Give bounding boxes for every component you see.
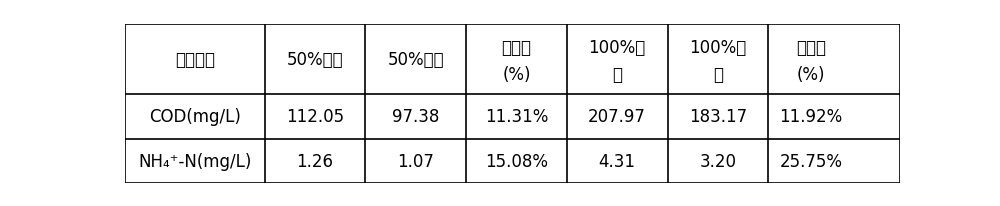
Text: NH₄⁺-N(mg/L): NH₄⁺-N(mg/L) <box>138 152 251 170</box>
Text: 50%进水: 50%进水 <box>287 51 343 69</box>
Text: 4.31: 4.31 <box>599 152 636 170</box>
Text: 100%进: 100%进 <box>588 39 646 57</box>
Text: 去除率: 去除率 <box>796 39 826 57</box>
Text: 25.75%: 25.75% <box>779 152 842 170</box>
Text: 183.17: 183.17 <box>689 108 747 126</box>
Text: 水: 水 <box>713 66 723 84</box>
Text: 水质指标: 水质指标 <box>175 51 215 69</box>
Text: 水: 水 <box>612 66 622 84</box>
Text: 97.38: 97.38 <box>392 108 439 126</box>
Text: (%): (%) <box>797 66 825 84</box>
Text: COD(mg/L): COD(mg/L) <box>149 108 241 126</box>
Text: 112.05: 112.05 <box>286 108 344 126</box>
Text: 15.08%: 15.08% <box>485 152 548 170</box>
Text: 1.26: 1.26 <box>296 152 333 170</box>
Text: 11.31%: 11.31% <box>485 108 548 126</box>
Text: 去除率: 去除率 <box>501 39 531 57</box>
Text: 207.97: 207.97 <box>588 108 646 126</box>
Text: 3.20: 3.20 <box>699 152 736 170</box>
Text: 1.07: 1.07 <box>397 152 434 170</box>
Text: 50%出水: 50%出水 <box>387 51 444 69</box>
Text: 11.92%: 11.92% <box>779 108 843 126</box>
Text: 100%出: 100%出 <box>689 39 747 57</box>
Text: (%): (%) <box>502 66 531 84</box>
